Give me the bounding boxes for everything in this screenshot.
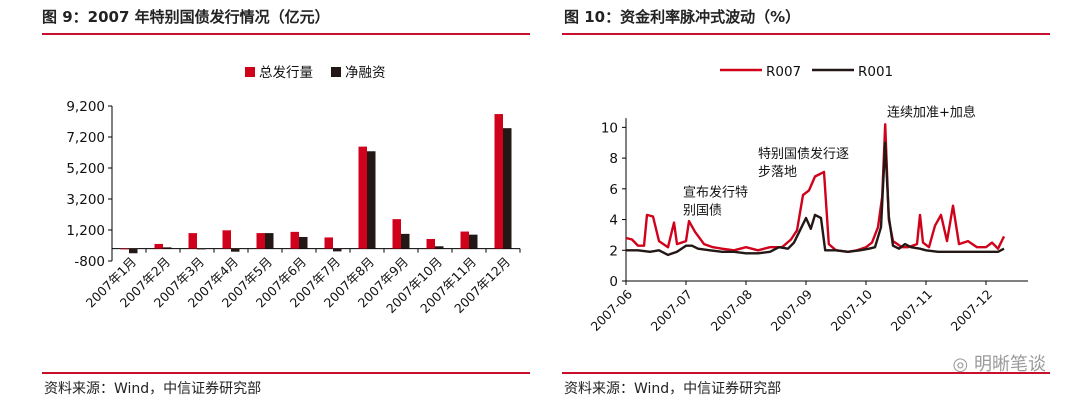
legend-label: 总发行量 <box>259 65 313 81</box>
bar-total <box>460 231 469 249</box>
bar-total <box>426 238 435 249</box>
x-tick-label: 2007-10 <box>828 286 876 334</box>
series-line-r007 <box>625 123 1006 254</box>
legend-swatch <box>331 67 341 77</box>
x-tick-label: 2007-07 <box>648 287 696 335</box>
bar-net <box>367 151 376 249</box>
wechat-icon: ◎ <box>952 354 969 375</box>
y-tick-label: 9,200 <box>66 99 105 115</box>
bar-net <box>197 248 206 250</box>
legend-label: R007 <box>766 64 801 80</box>
figure-caption: 图 9：2007 年特别国债发行情况（亿元） <box>42 8 330 26</box>
bar-net <box>299 236 308 249</box>
bar-total <box>154 243 163 249</box>
annotation-text: 连续加准+加息 <box>887 105 976 121</box>
bar-net <box>265 233 274 249</box>
y-tick-label: 1,200 <box>66 223 105 239</box>
y-tick-label: 6 <box>609 182 618 198</box>
bar-total <box>392 219 401 249</box>
x-tick-label: 2007-12 <box>948 287 996 335</box>
x-tick-label: 2007-08 <box>708 286 756 334</box>
bar-total <box>290 231 299 249</box>
annotation-text: 别国债 <box>683 204 722 219</box>
bar-net <box>503 128 512 249</box>
x-tick-label: 2007-06 <box>588 286 636 334</box>
bar-total <box>188 233 197 249</box>
bar-total <box>256 233 265 249</box>
annotation-text: 步落地 <box>758 165 797 180</box>
y-tick-label: 4 <box>609 213 618 229</box>
y-tick-label: 5,200 <box>66 161 105 177</box>
watermark-text: 明晰笔谈 <box>974 354 1046 375</box>
bar-total <box>120 248 129 250</box>
legend-label: 净融资 <box>345 65 386 81</box>
annotation-text: 宣布发行特 <box>683 185 748 201</box>
left-figure-panel: 图 9：2007 年特别国债发行情况（亿元） -800 1,200 3,200 5,2… <box>42 8 530 397</box>
y-tick-label: 3,200 <box>66 192 105 208</box>
y-tick-label: 10 <box>601 120 618 136</box>
bar-net <box>129 248 138 254</box>
legend-swatch <box>245 67 255 77</box>
x-tick-label: 2007-09 <box>768 286 816 334</box>
annotation-text: 特别国债发行逐 <box>758 146 849 162</box>
bar-net <box>401 233 410 249</box>
bar-chart: -8001,2003,2005,2007,2009,2002007年1月2007… <box>66 65 521 316</box>
y-tick-label: 7,200 <box>66 130 105 146</box>
caption-rule <box>42 33 530 35</box>
y-tick-label: 2 <box>609 243 618 259</box>
bar-net <box>163 247 172 249</box>
y-tick-label: 0 <box>609 274 618 290</box>
watermark: ◎ 明晰笔谈 <box>953 350 1046 376</box>
series-line-r001 <box>626 141 1005 257</box>
caption-rule <box>562 33 1050 35</box>
y-tick-label: 8 <box>609 151 618 167</box>
right-figure-panel: 图 10：资金利率脉冲式波动（%） 0 2 4 6 8 10 2007-06 2007-07 2… <box>560 0 1080 410</box>
bar-total <box>358 146 367 249</box>
source-note: 资料来源：Wind，中信证券研究部 <box>564 381 782 397</box>
bar-total <box>494 114 503 249</box>
bar-net <box>469 234 478 249</box>
bar-net <box>231 248 240 252</box>
bar-net <box>333 248 342 252</box>
x-tick-label: 2007-11 <box>888 287 936 335</box>
source-rule <box>42 372 530 374</box>
legend-label: R001 <box>858 64 893 80</box>
source-rule <box>562 372 1050 374</box>
bar-total <box>324 237 333 249</box>
source-note: 资料来源：Wind，中信证券研究部 <box>44 381 262 397</box>
figure-caption: 图 10：资金利率脉冲式波动（%） <box>564 8 801 26</box>
bar-net <box>435 246 444 249</box>
y-tick-label: -800 <box>74 254 105 270</box>
bar-total <box>222 230 231 249</box>
